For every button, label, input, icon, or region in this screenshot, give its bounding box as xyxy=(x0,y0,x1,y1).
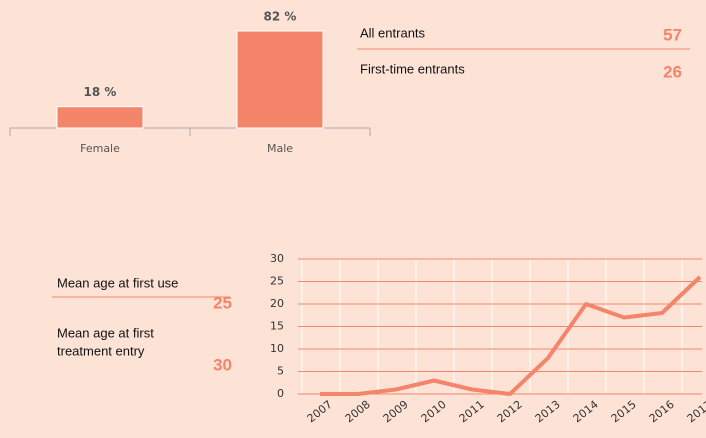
x-tick-label: 2017 xyxy=(685,398,706,425)
x-tick-label: 2014 xyxy=(571,398,601,425)
bar xyxy=(56,106,144,129)
x-tick-label: 2016 xyxy=(647,398,677,425)
y-tick-label: 30 xyxy=(270,252,284,265)
stat-label: First-time entrants xyxy=(360,61,465,76)
bar xyxy=(236,30,324,129)
stat-value: 57 xyxy=(663,25,682,44)
x-tick-label: Female xyxy=(80,142,120,155)
data-label: 18 % xyxy=(84,85,117,99)
x-tick-label: 2011 xyxy=(457,398,487,425)
line xyxy=(320,275,702,396)
y-tick-label: 0 xyxy=(277,387,284,400)
x-tick-label: 2007 xyxy=(305,398,335,425)
y-tick-label: 10 xyxy=(270,342,284,355)
stat-label: Mean age at first use xyxy=(57,275,178,290)
stat-value: 25 xyxy=(213,293,232,312)
x-tick-label: 2015 xyxy=(609,398,639,425)
y-tick-label: 15 xyxy=(270,320,284,333)
x-tick-label: 2010 xyxy=(419,398,449,425)
stat-label: treatment entry xyxy=(57,343,145,358)
x-tick-label: Male xyxy=(267,142,293,155)
stat-value: 30 xyxy=(213,355,232,374)
x-tick-label: 2009 xyxy=(381,398,411,425)
stat-label: All entrants xyxy=(360,25,426,40)
x-tick-label: 2013 xyxy=(533,398,563,425)
x-tick-label: 2008 xyxy=(343,398,373,425)
x-tick-label: 2012 xyxy=(495,398,525,425)
data-label: 82 % xyxy=(264,10,297,24)
y-tick-label: 5 xyxy=(277,365,284,378)
stat-value: 26 xyxy=(663,62,682,81)
stat-label: Mean age at first xyxy=(57,325,154,340)
y-tick-label: 20 xyxy=(270,297,284,310)
y-tick-label: 25 xyxy=(270,275,284,288)
